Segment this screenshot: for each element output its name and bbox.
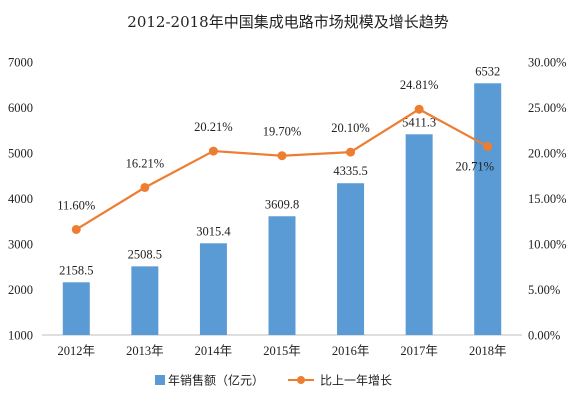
growth-data-label: 20.71% — [455, 160, 494, 174]
bar — [62, 282, 90, 335]
x-tick-label: 2015年 — [263, 344, 301, 358]
bar — [131, 266, 159, 335]
legend: 年销售额（亿元） 比上一年增长 — [155, 373, 392, 388]
growth-data-label: 20.21% — [194, 120, 233, 134]
y-right-tick-label: 10.00% — [528, 238, 567, 252]
growth-point — [140, 182, 150, 192]
bar-data-label: 2158.5 — [59, 263, 93, 277]
x-tick-label: 2016年 — [332, 344, 370, 358]
legend-line-label: 比上一年增长 — [320, 374, 392, 388]
y-right-tick-label: 15.00% — [528, 192, 567, 206]
y-right-tick-label: 20.00% — [528, 147, 567, 161]
y-left-tick-label: 5000 — [8, 147, 33, 161]
x-tick-label: 2012年 — [58, 344, 96, 358]
legend-bar-label: 年销售额（亿元） — [168, 373, 264, 388]
legend-bar-swatch — [155, 375, 165, 385]
axes: 1000 2000 3000 4000 5000 6000 7000 0.00% 5.00% 10… — [8, 56, 567, 359]
y-left-tick-label: 1000 — [8, 329, 33, 343]
growth-point — [414, 104, 424, 114]
y-right-tick-label: 25.00% — [528, 101, 567, 115]
bar-data-labels: 2158.5 2508.5 3015.4 3609.8 4335.5 5411.3 6532 — [59, 64, 500, 277]
growth-data-label: 11.60% — [57, 198, 95, 212]
y-left-tick-label: 6000 — [8, 101, 33, 115]
growth-point — [208, 146, 218, 156]
chart-title: 2012-2018年中国集成电路市场规模及增长趋势 — [127, 13, 448, 31]
y-right-tick-label: 0.00% — [528, 329, 560, 343]
y-left-tick-label: 3000 — [8, 238, 33, 252]
bar-data-label: 4335.5 — [333, 164, 367, 178]
bar — [199, 243, 227, 335]
legend-line-marker — [297, 376, 305, 384]
y-left-tick-label: 4000 — [8, 192, 33, 206]
bar-data-label: 3015.4 — [196, 224, 231, 238]
bar-data-label: 5411.3 — [402, 115, 436, 129]
x-tick-label: 2017年 — [400, 344, 438, 358]
growth-point — [483, 142, 493, 152]
bar-data-label: 6532 — [475, 64, 500, 78]
growth-line-series — [71, 104, 493, 234]
y-left-tick-label: 2000 — [8, 283, 33, 297]
x-tick-label: 2018年 — [469, 344, 507, 358]
growth-data-labels: 11.60% 16.21% 20.21% 19.70% 20.10% 24.81% 20.7… — [57, 78, 494, 212]
bar-series — [62, 83, 502, 335]
bar — [474, 83, 502, 335]
growth-data-label: 20.10% — [331, 121, 370, 135]
growth-data-label: 19.70% — [263, 125, 302, 139]
y-right-tick-label: 30.00% — [528, 56, 567, 70]
growth-data-label: 16.21% — [126, 156, 165, 170]
growth-point — [277, 151, 287, 161]
growth-point — [346, 147, 356, 157]
x-tick-label: 2014年 — [195, 344, 233, 358]
bar — [268, 216, 296, 335]
growth-data-label: 24.81% — [400, 78, 439, 92]
y-right-tick-label: 5.00% — [528, 283, 560, 297]
bar-data-label: 2508.5 — [128, 247, 162, 261]
y-left-tick-label: 7000 — [8, 56, 33, 70]
x-tick-label: 2013年 — [126, 344, 164, 358]
bar-data-label: 3609.8 — [265, 197, 299, 211]
growth-point — [71, 224, 81, 234]
bar — [405, 134, 433, 335]
bar — [337, 183, 365, 335]
